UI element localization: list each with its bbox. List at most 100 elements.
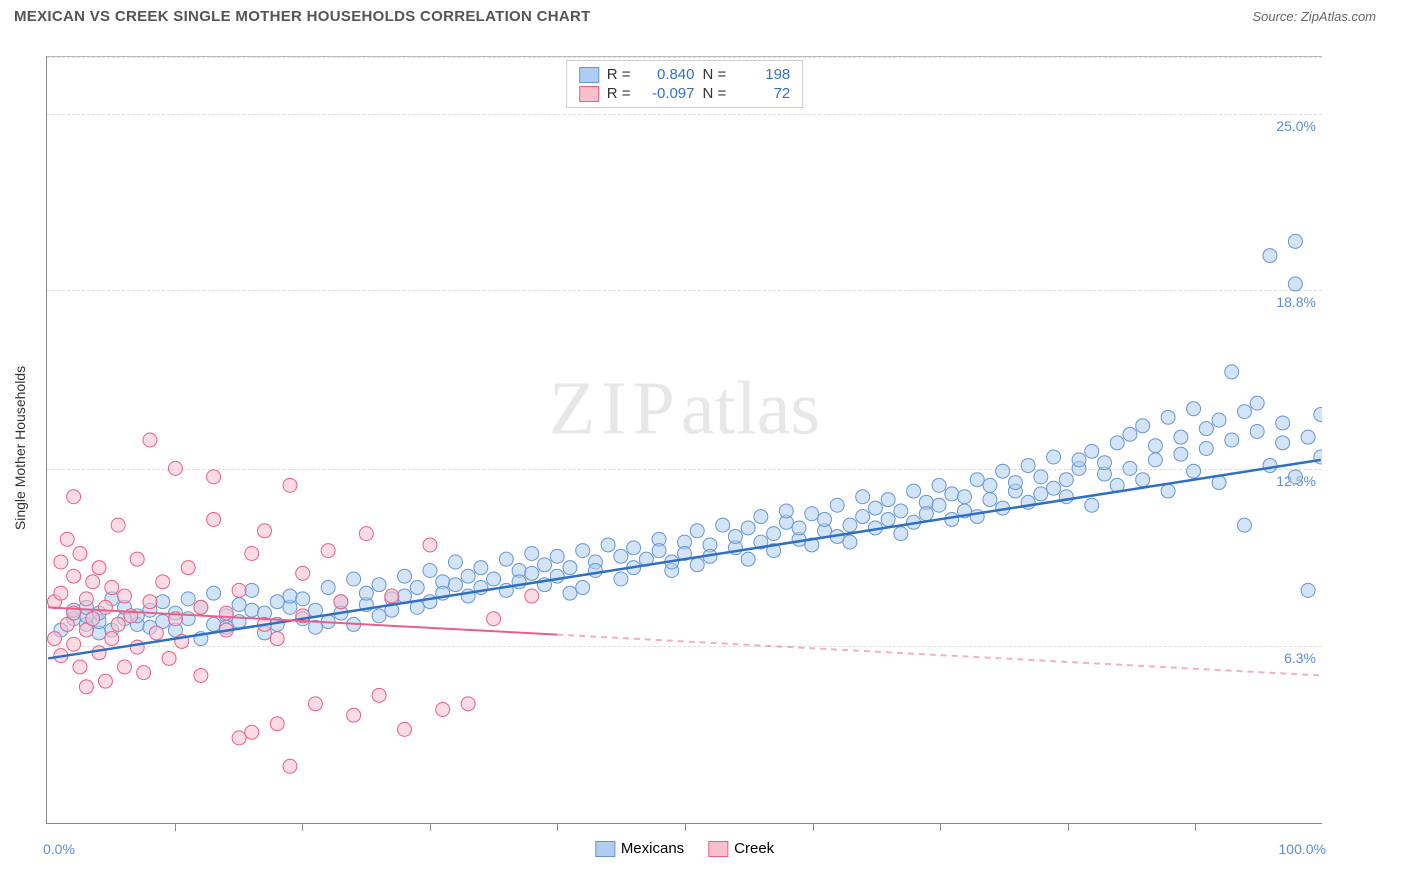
data-point — [1047, 450, 1061, 464]
data-point — [448, 578, 462, 592]
data-point — [1136, 419, 1150, 433]
data-point — [1276, 436, 1290, 450]
source-attribution: Source: ZipAtlas.com — [1252, 9, 1376, 24]
data-point — [347, 572, 361, 586]
data-point — [690, 524, 704, 538]
data-point — [54, 586, 68, 600]
r-value-creek: -0.097 — [639, 85, 695, 102]
legend-label: Creek — [734, 840, 774, 857]
data-point — [258, 524, 272, 538]
data-point — [67, 569, 81, 583]
data-point — [118, 589, 132, 603]
data-point — [410, 581, 424, 595]
data-point — [105, 632, 119, 646]
data-point — [1021, 459, 1035, 473]
x-axis-right-label: 100.0% — [1279, 841, 1326, 857]
data-point — [461, 569, 475, 583]
data-point — [487, 572, 501, 586]
data-point — [1288, 234, 1302, 248]
data-point — [983, 478, 997, 492]
data-point — [130, 640, 144, 654]
n-label: N = — [703, 66, 727, 83]
data-point — [296, 592, 310, 606]
swatch-mexicans — [595, 841, 615, 857]
data-point — [130, 552, 144, 566]
x-tick — [813, 823, 814, 831]
correlation-legend: R = 0.840 N = 198 R = -0.097 N = 72 — [566, 60, 804, 108]
data-point — [563, 561, 577, 575]
data-point — [1187, 464, 1201, 478]
data-point — [1123, 461, 1137, 475]
data-point — [843, 518, 857, 532]
data-point — [550, 569, 564, 583]
data-point — [1237, 405, 1251, 419]
data-point — [111, 617, 125, 631]
swatch-mexicans — [579, 67, 599, 83]
data-point — [588, 564, 602, 578]
data-point — [1301, 583, 1315, 597]
x-axis-left-label: 0.0% — [43, 841, 75, 857]
data-point — [1047, 481, 1061, 495]
r-value-mexicans: 0.840 — [639, 66, 695, 83]
data-point — [270, 717, 284, 731]
data-point — [1059, 473, 1073, 487]
data-point — [728, 529, 742, 543]
data-point — [1199, 422, 1213, 436]
data-point — [423, 538, 437, 552]
legend-row-creek: R = -0.097 N = 72 — [579, 84, 791, 103]
series-legend: Mexicans Creek — [595, 840, 774, 857]
data-point — [245, 725, 259, 739]
data-point — [538, 558, 552, 572]
data-point — [283, 478, 297, 492]
data-point — [779, 504, 793, 518]
data-point — [207, 617, 221, 631]
data-point — [67, 637, 81, 651]
data-point — [143, 433, 157, 447]
data-point — [398, 722, 412, 736]
data-point — [1225, 433, 1239, 447]
data-point — [232, 731, 246, 745]
data-point — [716, 518, 730, 532]
n-label: N = — [703, 85, 727, 102]
data-point — [1288, 470, 1302, 484]
x-tick — [685, 823, 686, 831]
data-point — [983, 493, 997, 507]
data-point — [627, 541, 641, 555]
data-point — [1110, 436, 1124, 450]
data-point — [894, 504, 908, 518]
data-point — [792, 521, 806, 535]
x-tick — [430, 823, 431, 831]
legend-label: Mexicans — [621, 840, 684, 857]
x-tick — [557, 823, 558, 831]
r-label: R = — [607, 66, 631, 83]
data-point — [1148, 439, 1162, 453]
data-point — [881, 512, 895, 526]
data-point — [372, 609, 386, 623]
data-point — [334, 595, 348, 609]
x-tick — [1195, 823, 1196, 831]
data-point — [98, 674, 112, 688]
legend-row-mexicans: R = 0.840 N = 198 — [579, 65, 791, 84]
data-point — [423, 595, 437, 609]
data-point — [881, 493, 895, 507]
data-point — [741, 552, 755, 566]
data-point — [830, 498, 844, 512]
data-point — [245, 546, 259, 560]
data-point — [868, 501, 882, 515]
data-point — [525, 589, 539, 603]
data-point — [385, 589, 399, 603]
data-point — [690, 558, 704, 572]
data-point — [156, 595, 170, 609]
data-point — [92, 646, 106, 660]
data-point — [1225, 365, 1239, 379]
data-point — [576, 581, 590, 595]
x-tick — [940, 823, 941, 831]
data-point — [996, 464, 1010, 478]
data-point — [423, 564, 437, 578]
data-point — [945, 487, 959, 501]
data-point — [73, 660, 87, 674]
data-point — [754, 510, 768, 524]
data-point — [499, 552, 513, 566]
data-point — [525, 566, 539, 580]
data-point — [308, 697, 322, 711]
